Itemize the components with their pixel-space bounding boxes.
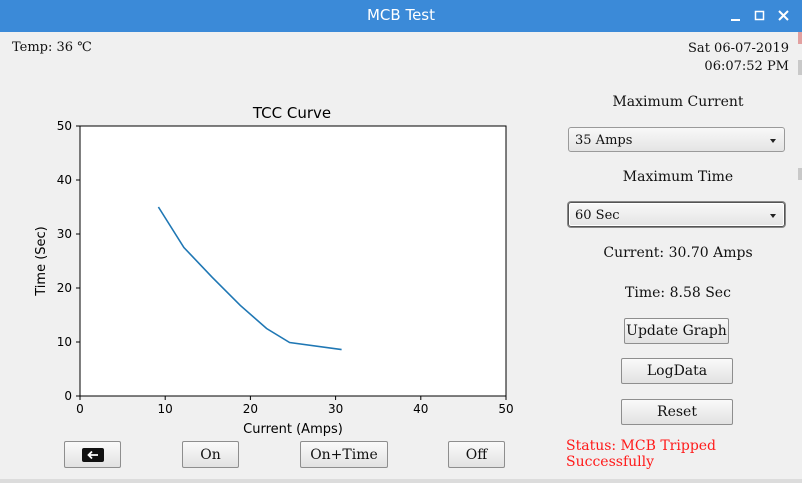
status-message: Status: MCB Tripped Successfully: [566, 438, 717, 470]
chart-title: TCC Curve: [252, 104, 331, 122]
back-button[interactable]: [64, 441, 121, 468]
max-current-value: 35 Amps: [575, 133, 633, 148]
desktop-edge: [798, 32, 802, 44]
tcc-curve-line: [157, 206, 342, 351]
y-tick-label: 10: [57, 335, 72, 349]
close-icon[interactable]: [776, 8, 792, 24]
on-time-button[interactable]: On+Time: [300, 441, 388, 468]
y-tick-label: 0: [64, 389, 72, 403]
x-tick-label: 10: [158, 402, 173, 416]
temperature-readout: Temp: 36 ℃: [12, 40, 92, 55]
x-tick-label: 40: [413, 402, 428, 416]
off-button[interactable]: Off: [448, 441, 505, 468]
log-data-button[interactable]: LogData: [621, 358, 733, 384]
maximize-icon[interactable]: [752, 8, 768, 24]
current-readout: Current: 30.70 Amps: [603, 245, 753, 261]
time-text: 06:07:52 PM: [704, 59, 789, 74]
on-button[interactable]: On: [182, 441, 239, 468]
x-tick-label: 30: [328, 402, 343, 416]
max-current-select[interactable]: 35 Amps: [568, 127, 785, 152]
max-time-label: Maximum Time: [622, 169, 734, 185]
desktop-edge: [798, 60, 802, 75]
chevron-down-icon: [770, 214, 776, 218]
reset-button[interactable]: Reset: [621, 399, 733, 425]
update-graph-button[interactable]: Update Graph: [624, 318, 729, 344]
y-tick-label: 20: [57, 281, 72, 295]
x-axis-label: Current (Amps): [243, 422, 343, 437]
tcc-chart: TCC Curve 0 10 20 30 40 50 0 10 20 30 40 50 Curren…: [34, 104, 514, 437]
time-readout: Time: 8.58 Sec: [625, 285, 731, 301]
chevron-down-icon: [770, 139, 776, 143]
y-axis: 0 10 20 30 40 50: [57, 119, 80, 403]
datetime-display: Sat 06-07-2019 06:07:52 PM: [688, 40, 789, 76]
plot-area: [79, 125, 507, 397]
date-text: Sat 06-07-2019: [688, 41, 789, 56]
y-axis-label: Time (Sec): [34, 226, 49, 297]
desktop-edge: [798, 168, 802, 180]
desktop-strip: [0, 479, 802, 483]
y-tick-label: 30: [57, 227, 72, 241]
window-title: MCB Test: [366, 6, 435, 24]
y-tick-label: 40: [57, 173, 72, 187]
x-tick-label: 50: [498, 402, 513, 416]
x-axis: 0 10 20 30 40 50: [76, 396, 514, 416]
title-bar: MCB Test: [0, 0, 802, 32]
max-current-label: Maximum Current: [612, 94, 744, 110]
max-time-value: 60 Sec: [575, 208, 620, 223]
max-time-select[interactable]: 60 Sec: [568, 202, 785, 227]
y-tick-label: 50: [57, 119, 72, 133]
back-arrow-icon: [81, 447, 104, 462]
x-tick-label: 20: [243, 402, 258, 416]
x-tick-label: 0: [76, 402, 84, 416]
minimize-icon[interactable]: [728, 8, 744, 24]
